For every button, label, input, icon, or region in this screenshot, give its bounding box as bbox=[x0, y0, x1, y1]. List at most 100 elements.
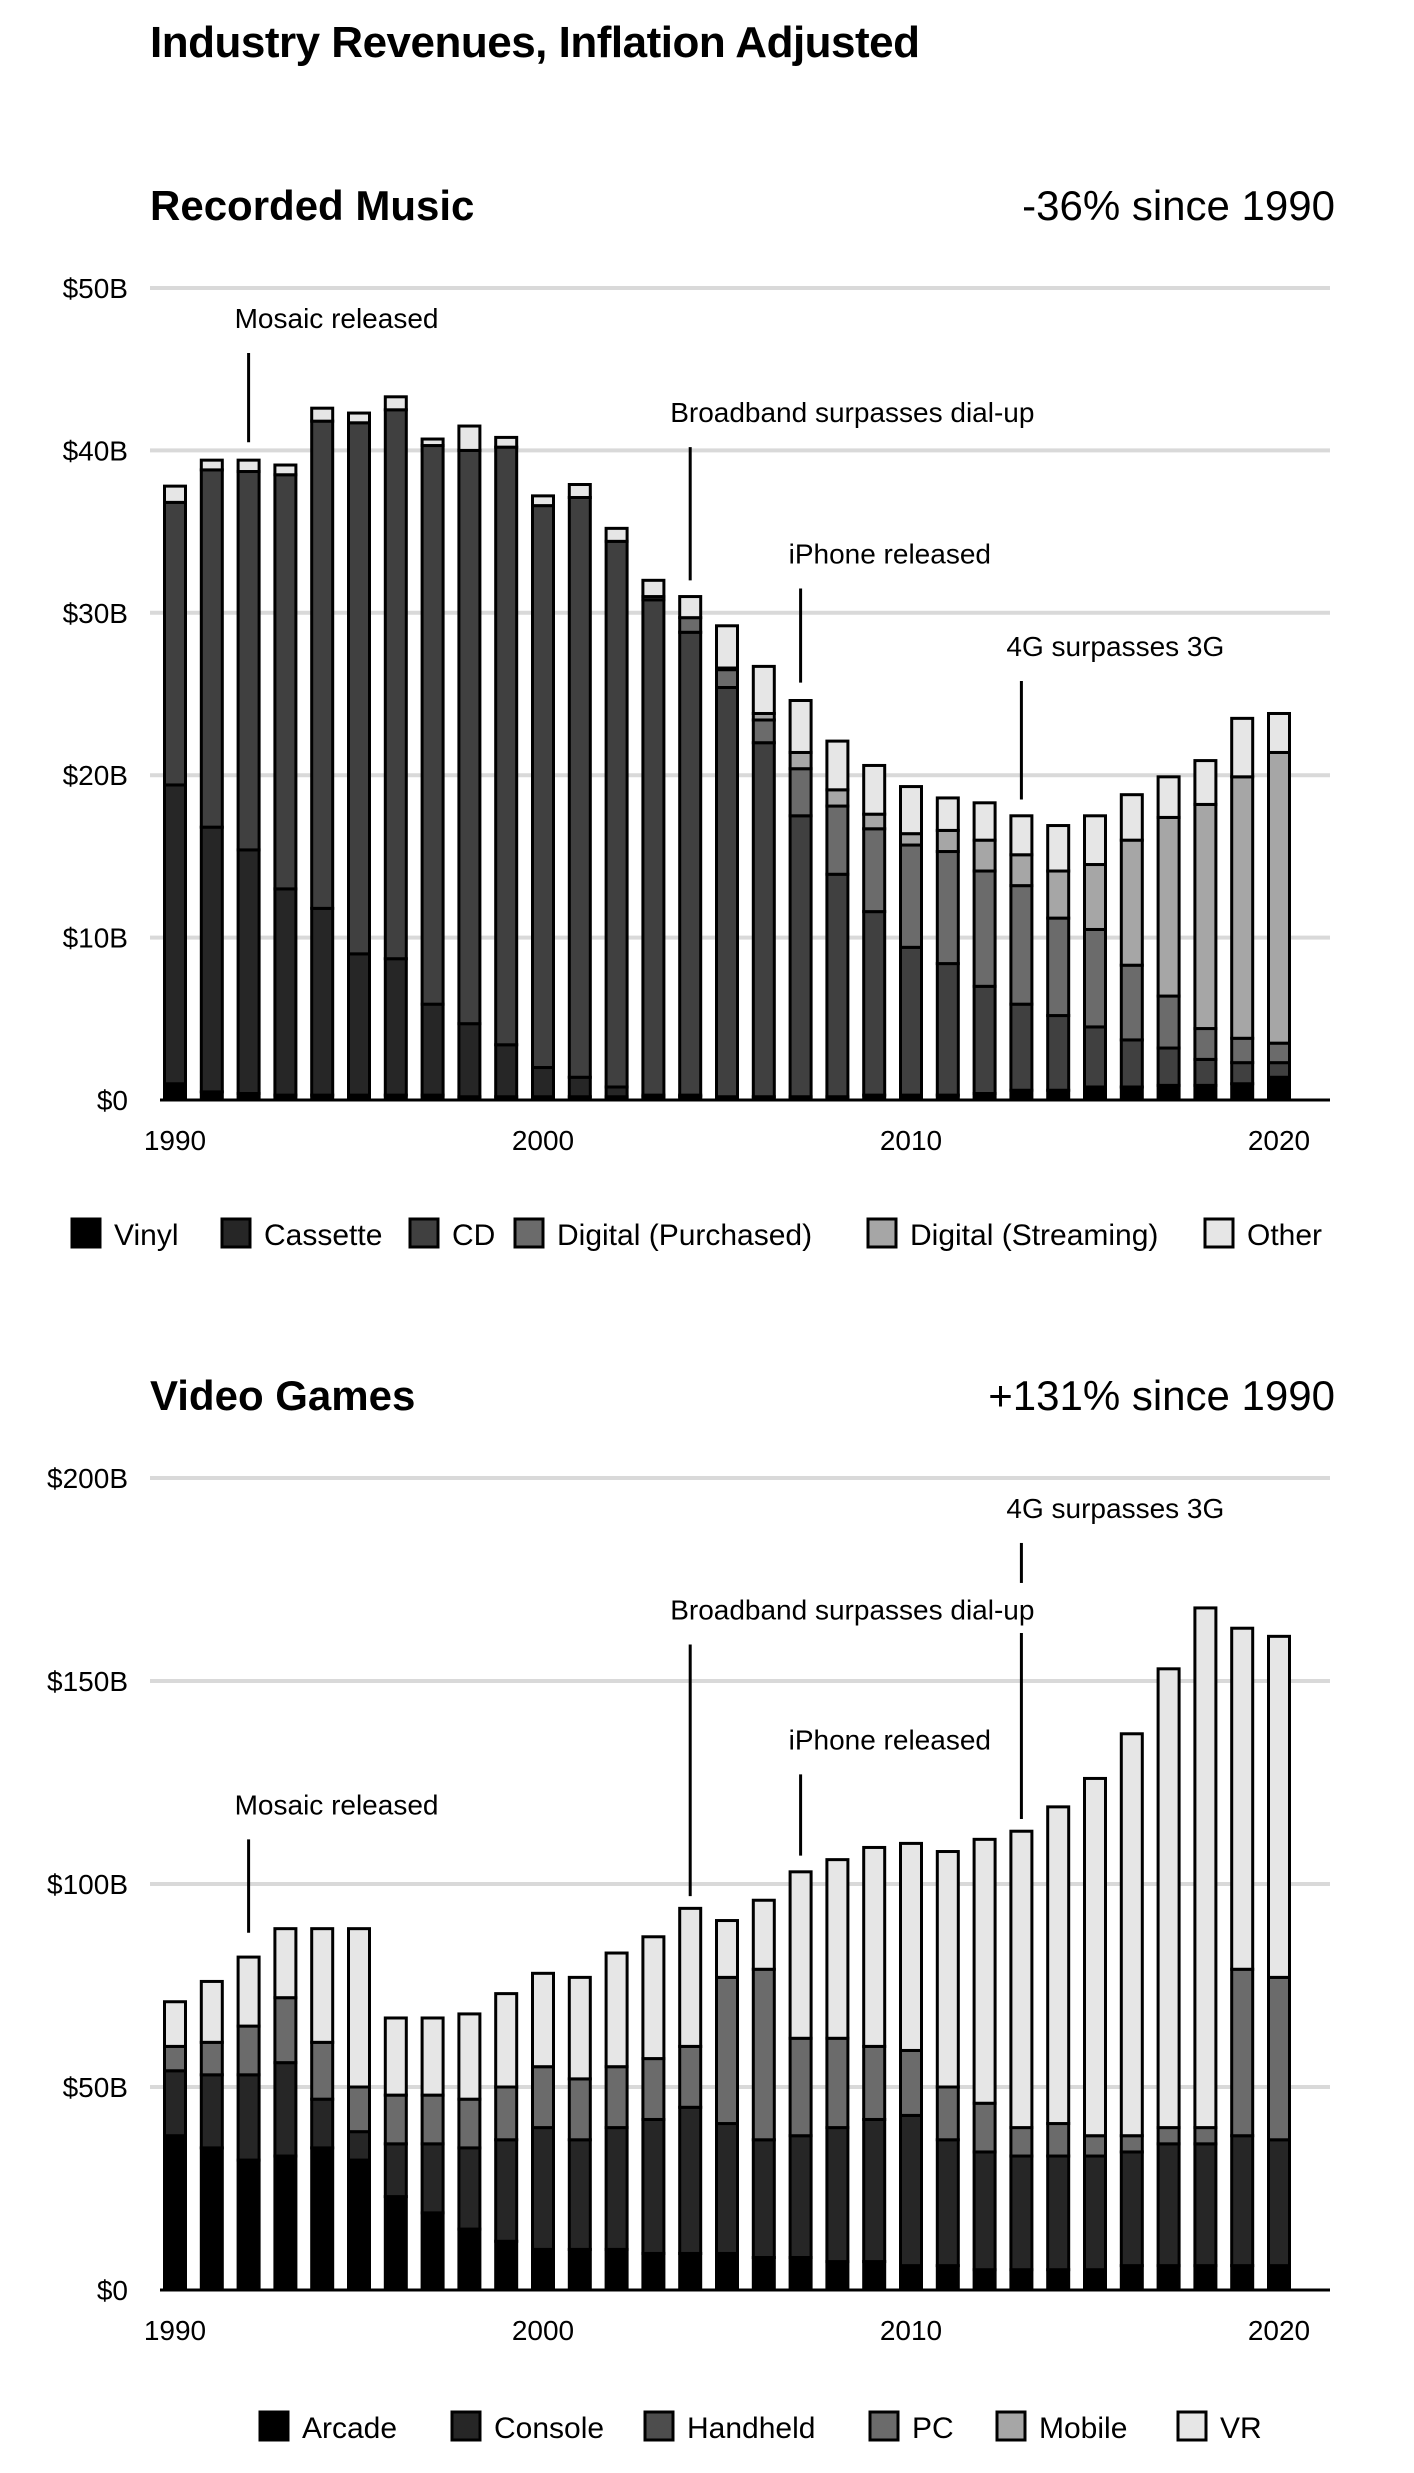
bar-segment-pc-2014 bbox=[1046, 2122, 1071, 2158]
bar-segment-cassette-1996 bbox=[383, 957, 408, 1097]
bar-segment-cassette-2001 bbox=[567, 1075, 592, 1099]
bar-segment-digital-purchased--2008 bbox=[825, 804, 850, 876]
bar-segment-cd-2007 bbox=[788, 814, 813, 1099]
bar-segment-arcade-2003 bbox=[641, 2251, 666, 2292]
bar-segment-other-1993 bbox=[273, 463, 298, 477]
legend-label: Other bbox=[1247, 1219, 1322, 1252]
bar-segment-arcade-2017 bbox=[1156, 2264, 1181, 2292]
bar-segment-arcade-1993 bbox=[273, 2154, 298, 2292]
bar-segment-other-2013 bbox=[1009, 814, 1034, 857]
bar-segment-vr-2013 bbox=[1009, 1829, 1034, 2130]
bar-segment-arcade-2014 bbox=[1046, 2268, 1071, 2292]
bar-segment-arcade-2012 bbox=[972, 2268, 997, 2292]
bar-segment-vr-1997 bbox=[420, 2016, 445, 2097]
bar-segment-console-1992 bbox=[236, 2073, 261, 2162]
y-tick-label: $50B bbox=[63, 273, 128, 304]
bar-segment-digital-purchased--2018 bbox=[1193, 1027, 1218, 1061]
bar-segment-cd-2014 bbox=[1046, 1014, 1071, 1092]
bar-segment-digital-streaming--2017 bbox=[1156, 815, 1181, 998]
bar-segment-cd-2015 bbox=[1083, 1025, 1107, 1089]
bar-segment-digital-purchased--2013 bbox=[1009, 884, 1034, 1006]
bar-segment-vr-1996 bbox=[383, 2016, 408, 2097]
bar-segment-vr-1991 bbox=[199, 1979, 224, 2044]
bar-segment-digital-purchased--2006 bbox=[751, 718, 776, 745]
bar-segment-cd-2012 bbox=[972, 984, 997, 1096]
bar-segment-other-1998 bbox=[457, 424, 482, 452]
bar-segment-digital-streaming--2019 bbox=[1230, 775, 1255, 1040]
bar-segment-vr-1990 bbox=[163, 2000, 187, 2048]
bar-segment-other-2017 bbox=[1156, 775, 1181, 819]
bar-segment-console-2018 bbox=[1193, 2142, 1218, 2268]
legend-label: Console bbox=[494, 2412, 604, 2445]
bar-segment-digital-streaming--2012 bbox=[972, 838, 997, 873]
bar-segment-console-2008 bbox=[825, 2126, 850, 2264]
bar-segment-vr-2018 bbox=[1193, 1606, 1218, 2130]
bar-segment-digital-purchased--2019 bbox=[1230, 1036, 1255, 1065]
y-tick-label: $50B bbox=[63, 2072, 128, 2103]
bar-segment-vinyl-2016 bbox=[1119, 1085, 1144, 1102]
bar-segment-vr-1994 bbox=[310, 1927, 335, 2044]
bar-segment-arcade-1999 bbox=[494, 2239, 519, 2292]
bar-segment-other-1996 bbox=[383, 395, 408, 412]
bar-segment-cd-2010 bbox=[899, 945, 923, 1097]
bar-segment-console-2007 bbox=[788, 2134, 813, 2260]
bar-segment-cassette-1997 bbox=[420, 1002, 445, 1097]
bar-segment-digital-streaming--2018 bbox=[1193, 802, 1218, 1031]
bar-segment-arcade-2015 bbox=[1083, 2268, 1107, 2292]
bar-segment-console-2006 bbox=[751, 2138, 776, 2260]
legend-label: PC bbox=[912, 2412, 954, 2445]
bar-segment-digital-streaming--2008 bbox=[825, 788, 850, 808]
bar-segment-pc-2013 bbox=[1009, 2126, 1034, 2158]
bar-segment-other-1999 bbox=[494, 435, 519, 449]
bar-segment-pc-2007 bbox=[788, 2036, 813, 2138]
bar-segment-arcade-1990 bbox=[163, 2134, 187, 2292]
bar-segment-vr-2008 bbox=[825, 1858, 850, 2040]
bar-segment-console-1997 bbox=[420, 2142, 445, 2215]
bar-segment-console-1995 bbox=[347, 2130, 371, 2162]
bar-segment-digital-purchased--2010 bbox=[899, 843, 923, 949]
bar-segment-console-2014 bbox=[1046, 2154, 1071, 2272]
bar-segment-other-1990 bbox=[163, 484, 187, 504]
y-tick-label: $10B bbox=[63, 923, 128, 954]
bar-segment-other-2007 bbox=[788, 698, 813, 754]
bar-segment-pc-2012 bbox=[972, 2101, 997, 2154]
bar-segment-cd-2001 bbox=[567, 495, 592, 1079]
bar-segment-vr-2005 bbox=[715, 1919, 739, 1979]
legend-swatch bbox=[1176, 2410, 1208, 2442]
bar-segment-cd-1996 bbox=[383, 408, 408, 961]
bar-segment-vr-2012 bbox=[972, 1837, 997, 2105]
bar-segment-other-2016 bbox=[1119, 793, 1144, 842]
legend-label: Mobile bbox=[1039, 2412, 1127, 2445]
bar-segment-arcade-1995 bbox=[347, 2158, 371, 2292]
bar-segment-digital-purchased--2007 bbox=[788, 767, 813, 818]
bar-segment-vr-2020 bbox=[1267, 1634, 1291, 1979]
bar-segment-other-2004 bbox=[678, 595, 703, 620]
bar-segment-cd-1998 bbox=[457, 448, 482, 1026]
bar-segment-pc-1996 bbox=[383, 2093, 408, 2146]
legend-swatch bbox=[513, 1217, 545, 1249]
annotation-label: Broadband surpasses dial-up bbox=[670, 1594, 1034, 1625]
y-tick-label: $0 bbox=[97, 1085, 128, 1116]
bar-segment-console-1990 bbox=[163, 2069, 187, 2138]
legend-swatch bbox=[868, 2410, 900, 2442]
bar-segment-arcade-2007 bbox=[788, 2256, 813, 2292]
bar-segment-arcade-2019 bbox=[1230, 2264, 1255, 2292]
bar-segment-cd-2017 bbox=[1156, 1046, 1181, 1087]
bar-segment-pc-2019 bbox=[1230, 1967, 1255, 2138]
bar-segment-cd-2004 bbox=[678, 630, 703, 1097]
bar-segment-cd-1993 bbox=[273, 473, 298, 891]
bar-segment-console-2013 bbox=[1009, 2154, 1034, 2272]
bar-segment-pc-1991 bbox=[199, 2040, 224, 2077]
bar-segment-other-2005 bbox=[715, 624, 739, 670]
bar-segment-digital-purchased--2015 bbox=[1083, 927, 1107, 1029]
bar-segment-pc-1992 bbox=[236, 2024, 261, 2077]
x-tick-label: 2010 bbox=[880, 1125, 942, 1156]
bar-segment-vr-2015 bbox=[1083, 1776, 1107, 2138]
bar-segment-arcade-2002 bbox=[604, 2247, 629, 2292]
bar-segment-cassette-1991 bbox=[199, 825, 224, 1094]
bar-segment-vr-2003 bbox=[641, 1935, 666, 2061]
y-tick-label: $20B bbox=[63, 760, 128, 791]
bar-segment-cd-1990 bbox=[163, 500, 187, 787]
bar-segment-pc-2020 bbox=[1267, 1975, 1291, 2142]
bar-segment-cassette-2000 bbox=[531, 1066, 555, 1099]
